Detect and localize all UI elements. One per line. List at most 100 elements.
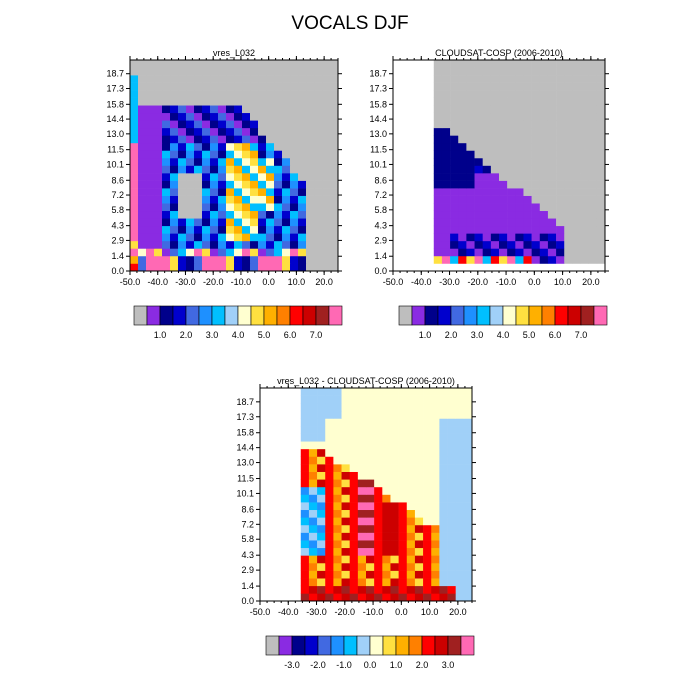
- heatmap-cell: [226, 255, 235, 264]
- heatmap-cell: [322, 150, 331, 159]
- heatmap-cell: [341, 570, 350, 579]
- heatmap-cell: [210, 127, 219, 136]
- y-tick-label: 7.2: [374, 190, 387, 200]
- heatmap-cell: [298, 82, 307, 91]
- heatmap-cell: [298, 60, 307, 68]
- heatmap-cell: [162, 82, 171, 91]
- heatmap-cell: [507, 188, 516, 196]
- heatmap-cell: [317, 532, 326, 541]
- heatmap-cell: [523, 120, 532, 129]
- heatmap-cell: [490, 173, 500, 181]
- heatmap-cell: [333, 547, 342, 556]
- heatmap-cell: [317, 479, 326, 488]
- heatmap-cell: [450, 210, 459, 219]
- heatmap-cell: [523, 225, 532, 234]
- heatmap-cell: [482, 248, 492, 257]
- heatmap-cell: [466, 75, 475, 83]
- heatmap-cell: [325, 524, 334, 533]
- heatmap-cell: [282, 165, 291, 174]
- heatmap-cell: [130, 173, 139, 181]
- heatmap-cell: [258, 82, 267, 91]
- heatmap-cell: [490, 188, 500, 196]
- heatmap-cell: [466, 233, 475, 242]
- colorbar-swatch: [265, 635, 280, 656]
- heatmap-cell: [390, 464, 399, 472]
- heatmap-cell: [450, 135, 459, 144]
- panel-title: CLOUDSAT-COSP (2006-2010): [435, 48, 563, 58]
- heatmap-cell: [531, 233, 541, 242]
- heatmap-cell: [580, 218, 589, 227]
- heatmap-cell: [242, 60, 251, 68]
- heatmap-cell: [258, 255, 267, 264]
- heatmap-cell: [390, 471, 399, 480]
- heatmap-cell: [572, 135, 581, 144]
- heatmap-cell: [539, 173, 549, 181]
- heatmap-cell: [357, 502, 367, 511]
- heatmap-cell: [290, 240, 299, 249]
- heatmap-cell: [447, 524, 456, 533]
- heatmap-cell: [186, 233, 195, 242]
- heatmap-cell: [539, 135, 549, 144]
- heatmap-cell: [234, 105, 243, 114]
- heatmap-cell: [138, 180, 147, 189]
- heatmap-cell: [325, 494, 334, 503]
- heatmap-cell: [282, 248, 291, 257]
- heatmap-cell: [130, 203, 139, 212]
- heatmap-cell: [406, 395, 416, 404]
- heatmap-cell: [447, 410, 456, 419]
- heatmap-cell: [398, 426, 408, 434]
- heatmap-cell: [349, 593, 359, 602]
- heatmap-cell: [226, 60, 235, 68]
- heatmap-cell: [138, 233, 147, 242]
- heatmap-cell: [202, 263, 211, 272]
- heatmap-cell: [130, 112, 139, 121]
- heatmap-cell: [482, 135, 492, 144]
- heatmap-cell: [306, 120, 315, 129]
- heatmap-cell: [398, 486, 408, 495]
- heatmap-cell: [202, 203, 211, 212]
- heatmap-cell: [580, 112, 589, 121]
- heatmap-cell: [274, 105, 283, 114]
- heatmap-cell: [447, 395, 456, 404]
- heatmap-cell: [274, 173, 283, 181]
- heatmap-cell: [186, 105, 195, 114]
- heatmap-cell: [458, 210, 467, 219]
- heatmap-cell: [274, 142, 283, 151]
- heatmap-cell: [390, 456, 399, 465]
- heatmap-cell: [466, 218, 475, 227]
- heatmap-cell: [162, 180, 171, 189]
- heatmap-cell: [547, 60, 557, 68]
- x-tick-label: -20.0: [203, 277, 224, 287]
- heatmap-cell: [226, 157, 235, 166]
- x-tick-label: 10.0: [554, 277, 572, 287]
- heatmap-cell: [314, 135, 323, 144]
- heatmap-cell: [406, 570, 416, 579]
- heatmap-cell: [374, 570, 383, 579]
- heatmap-cell: [539, 248, 549, 257]
- heatmap-cell: [447, 456, 456, 465]
- heatmap-cell: [250, 165, 259, 174]
- heatmap-cell: [458, 157, 467, 166]
- heatmap-cell: [349, 578, 359, 587]
- colorbar-swatch: [502, 305, 517, 326]
- heatmap-cell: [423, 509, 432, 518]
- heatmap-cell: [266, 90, 275, 98]
- heatmap-cell: [341, 517, 350, 526]
- heatmap-cell: [186, 75, 195, 83]
- heatmap-cell: [186, 142, 195, 151]
- heatmap-cell: [274, 210, 283, 219]
- heatmap-cell: [490, 203, 500, 212]
- heatmap-cell: [250, 180, 259, 189]
- heatmap-cell: [455, 403, 465, 412]
- heatmap-cell: [450, 90, 459, 98]
- heatmap-cell: [322, 165, 331, 174]
- heatmap-cell: [274, 263, 283, 272]
- heatmap-cell: [596, 82, 606, 91]
- heatmap-cell: [178, 210, 187, 219]
- heatmap-cell: [258, 112, 267, 121]
- x-tick-label: -20.0: [335, 607, 356, 617]
- heatmap-cell: [433, 67, 443, 76]
- colorbar-label: 7.0: [310, 330, 323, 340]
- heatmap-cell: [433, 233, 443, 242]
- heatmap-cell: [531, 97, 541, 106]
